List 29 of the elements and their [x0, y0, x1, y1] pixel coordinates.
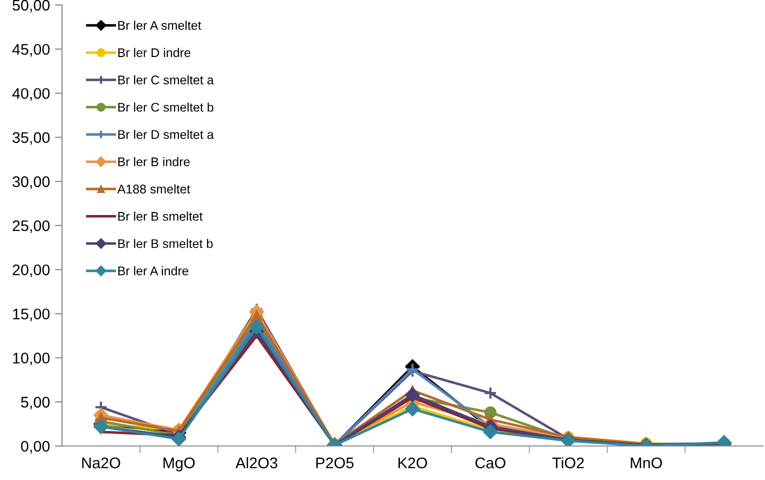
- y-tick-label: 25,00: [12, 220, 50, 233]
- x-tick-label: Al2O3: [236, 457, 278, 468]
- y-tick-label: 35,00: [12, 132, 50, 145]
- y-tick-label: 50,00: [12, 0, 50, 12]
- y-tick-label: 0,00: [21, 440, 50, 454]
- legend-label: Br ler A smeltet: [118, 20, 202, 30]
- y-tick-label: 15,00: [13, 308, 50, 322]
- legend-label: A188 smeltet: [117, 184, 190, 194]
- legend-label: Br ler B smeltet b: [118, 238, 213, 248]
- x-tick-label: TiO2: [552, 457, 584, 468]
- x-tick-label: Na2O: [82, 458, 120, 468]
- legend-label: Br ler D smeltet a: [118, 130, 214, 139]
- legend-label: Br ler B smeltet: [118, 212, 203, 221]
- y-tick-label: 30,00: [12, 176, 50, 189]
- y-tick-label: 10,00: [13, 352, 50, 366]
- y-tick-label: 40,00: [12, 88, 50, 101]
- x-tick-label: MgO: [164, 458, 195, 472]
- x-tick-label: CaO: [475, 458, 506, 468]
- y-tick-label: 20,00: [12, 264, 50, 278]
- legend-label: Br ler C smeltet a: [118, 75, 214, 84]
- legend-label: Br ler C smeltet b: [118, 102, 214, 112]
- legend-label: Br ler B indre: [118, 157, 190, 166]
- x-tick-label: MnO: [630, 458, 662, 468]
- x-tick-label: K2O: [398, 458, 428, 468]
- x-tick-label: P2O5: [316, 458, 354, 468]
- y-tick-label: 45,00: [12, 44, 50, 57]
- legend-label: Br ler A indre: [118, 266, 188, 276]
- y-tick-label: 5,00: [21, 396, 50, 410]
- legend-label: Br ler D indre: [118, 48, 190, 58]
